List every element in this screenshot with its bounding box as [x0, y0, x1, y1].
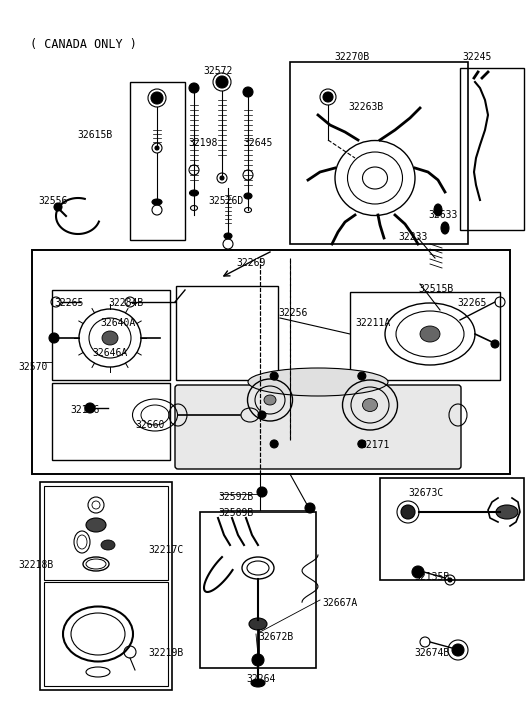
FancyBboxPatch shape	[175, 385, 461, 469]
Bar	[200, 512, 316, 668]
Circle shape	[216, 76, 228, 88]
Text: 32572: 32572	[203, 66, 233, 76]
Text: 32211A: 32211A	[355, 318, 390, 328]
Text: 32218B: 32218B	[18, 560, 53, 570]
Bar	[40, 482, 172, 690]
Circle shape	[358, 372, 366, 380]
Text: 32219B: 32219B	[148, 648, 183, 658]
Circle shape	[220, 176, 224, 180]
Circle shape	[491, 340, 499, 348]
Text: 32135B: 32135B	[414, 572, 449, 582]
Circle shape	[189, 83, 199, 93]
Text: 32526D: 32526D	[208, 196, 243, 206]
Circle shape	[54, 203, 62, 211]
Circle shape	[270, 372, 278, 380]
Text: 32233: 32233	[398, 232, 427, 242]
Text: 32673C: 32673C	[408, 488, 443, 498]
Text: 32640A: 32640A	[100, 318, 135, 328]
Ellipse shape	[86, 518, 106, 532]
Circle shape	[155, 146, 159, 150]
Circle shape	[358, 440, 366, 448]
Circle shape	[252, 654, 264, 666]
Text: 32171: 32171	[360, 440, 389, 450]
Circle shape	[452, 644, 464, 656]
Text: 32615B: 32615B	[78, 130, 113, 140]
Bar	[460, 68, 524, 230]
Ellipse shape	[441, 222, 449, 234]
Ellipse shape	[190, 190, 199, 196]
Text: 32589B: 32589B	[218, 508, 253, 518]
Bar	[44, 582, 168, 686]
Bar	[44, 486, 168, 580]
Bar	[290, 62, 468, 244]
Ellipse shape	[496, 505, 518, 519]
Text: 32263B: 32263B	[348, 102, 383, 112]
Ellipse shape	[224, 233, 232, 239]
Text: 32672B: 32672B	[258, 632, 293, 642]
Bar	[130, 82, 185, 240]
Ellipse shape	[258, 411, 266, 419]
Text: 32198: 32198	[188, 138, 217, 148]
Circle shape	[412, 566, 424, 578]
Bar	[176, 286, 278, 380]
Ellipse shape	[251, 679, 265, 687]
Text: 32646A: 32646A	[92, 348, 127, 358]
Circle shape	[305, 503, 315, 513]
Text: 32633: 32633	[428, 210, 457, 220]
Text: 32270B: 32270B	[335, 52, 370, 62]
Text: 32592B: 32592B	[218, 492, 253, 502]
Text: 32667A: 32667A	[322, 598, 357, 608]
Text: 32264: 32264	[246, 674, 276, 684]
Bar	[52, 383, 170, 460]
Ellipse shape	[101, 540, 115, 550]
Circle shape	[270, 440, 278, 448]
Text: 32284B: 32284B	[108, 298, 143, 308]
Circle shape	[151, 92, 163, 104]
Text: 32515B: 32515B	[418, 284, 453, 294]
Text: 32660: 32660	[135, 420, 165, 430]
Ellipse shape	[248, 368, 388, 396]
Circle shape	[448, 578, 452, 582]
Ellipse shape	[244, 193, 252, 199]
Circle shape	[401, 505, 415, 519]
Text: 32245: 32245	[463, 52, 492, 62]
Text: 32265: 32265	[457, 298, 486, 308]
Bar	[380, 478, 524, 580]
Text: 32269: 32269	[236, 258, 266, 268]
Text: 32645: 32645	[243, 138, 272, 148]
Circle shape	[323, 92, 333, 102]
Bar	[350, 292, 500, 380]
Ellipse shape	[152, 199, 162, 205]
Circle shape	[257, 487, 267, 497]
Ellipse shape	[102, 331, 118, 345]
Text: 32217C: 32217C	[148, 545, 183, 555]
Ellipse shape	[363, 398, 378, 411]
Circle shape	[49, 333, 59, 343]
Bar	[32, 250, 510, 474]
Circle shape	[243, 87, 253, 97]
Bar	[52, 290, 170, 380]
Ellipse shape	[249, 618, 267, 630]
Ellipse shape	[420, 326, 440, 342]
Text: 32265: 32265	[54, 298, 83, 308]
Text: ( CANADA ONLY ): ( CANADA ONLY )	[30, 38, 137, 51]
Text: 32556: 32556	[38, 196, 67, 206]
Text: 32570: 32570	[18, 362, 47, 372]
Circle shape	[85, 403, 95, 413]
Ellipse shape	[264, 395, 276, 405]
Ellipse shape	[434, 204, 442, 216]
Text: 32196: 32196	[70, 405, 99, 415]
Text: 32256: 32256	[278, 308, 307, 318]
Text: 32674B: 32674B	[414, 648, 449, 658]
